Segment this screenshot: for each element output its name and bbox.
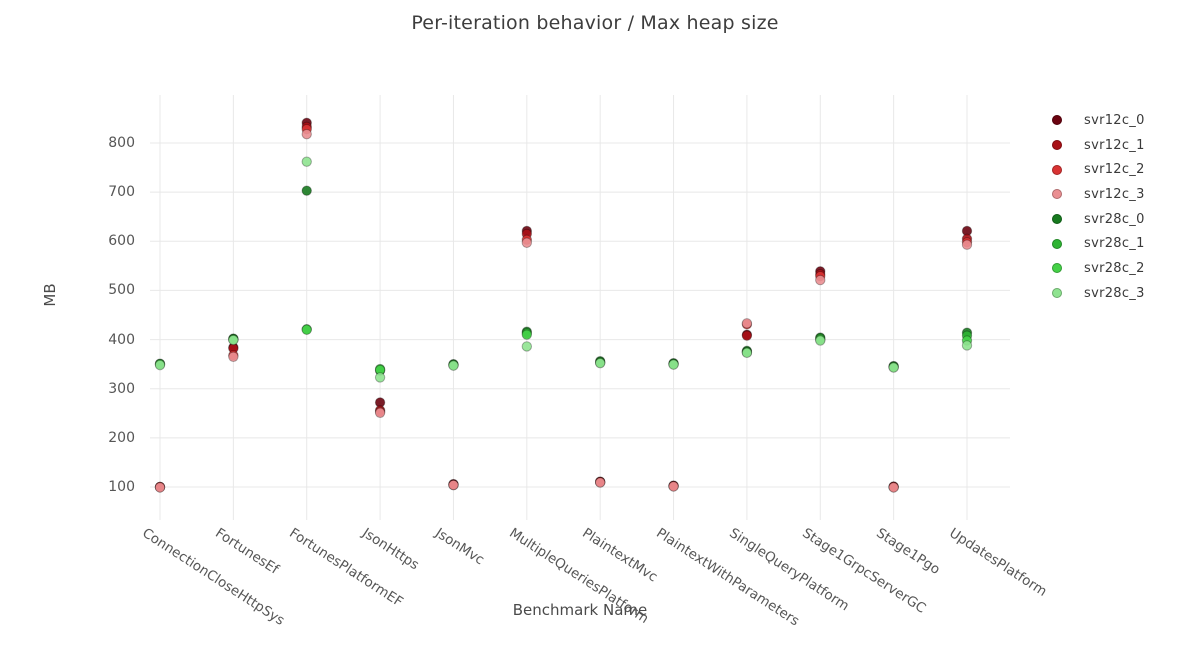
- data-point-svr12c_3: [448, 479, 459, 491]
- legend-label: svr12c_2: [1084, 162, 1145, 178]
- legend-swatch-icon: [1052, 189, 1062, 200]
- data-point-svr12c_3: [888, 482, 899, 493]
- legend-label: svr28c_1: [1084, 236, 1145, 252]
- data-point-svr28c_3: [154, 359, 166, 371]
- data-point-svr28c_3: [301, 156, 312, 167]
- data-point-svr28c_3: [888, 362, 899, 373]
- data-point-svr28c_3: [374, 372, 386, 383]
- data-point-svr28c_3: [961, 340, 973, 351]
- data-point-svr28c_3: [448, 360, 459, 371]
- legend-label: svr12c_0: [1084, 112, 1145, 128]
- x-axis-title: Benchmark Name: [512, 601, 648, 619]
- legend-swatch-icon: [1052, 164, 1062, 175]
- legend: svr12c_0 svr12c_1 svr12c_2 svr12c_3 svr28c_0…: [1052, 108, 1145, 306]
- legend-label: svr12c_3: [1084, 186, 1145, 202]
- data-point-svr12c_3: [668, 481, 679, 492]
- data-point-svr28c_3: [594, 357, 606, 369]
- legend-item-svr28c_2[interactable]: svr28c_2: [1052, 256, 1145, 281]
- y-tick-label: 300: [108, 380, 135, 397]
- legend-swatch-icon: [1052, 288, 1062, 299]
- data-point-svr28c_3: [521, 341, 533, 352]
- data-point-svr12c_3: [815, 274, 826, 286]
- data-point-svr12c_3: [594, 477, 606, 488]
- data-point-svr12c_3: [301, 128, 312, 140]
- chart-title: Per-iteration behavior / Max heap size: [411, 12, 779, 34]
- data-point-svr28c_3: [228, 334, 239, 346]
- legend-swatch-icon: [1052, 214, 1062, 225]
- data-point-svr12c_1: [741, 330, 753, 341]
- y-tick-label: 400: [108, 331, 135, 348]
- data-point-svr12c_3: [228, 351, 239, 362]
- legend-swatch-icon: [1052, 238, 1062, 249]
- data-point-svr28c_3: [741, 347, 753, 359]
- y-axis-title: MB: [41, 283, 59, 307]
- data-point-svr28c_0: [301, 185, 312, 196]
- data-point-svr12c_3: [374, 407, 386, 418]
- legend-swatch-icon: [1052, 115, 1062, 126]
- y-tick-label: 800: [108, 135, 135, 151]
- data-point-svr12c_3: [521, 237, 533, 248]
- legend-label: svr12c_1: [1084, 137, 1145, 153]
- y-tick-label: 200: [108, 429, 135, 446]
- legend-item-svr28c_1[interactable]: svr28c_1: [1052, 231, 1145, 256]
- legend-item-svr12c_3[interactable]: svr12c_3: [1052, 182, 1145, 207]
- legend-swatch-icon: [1052, 140, 1062, 151]
- legend-item-svr12c_0[interactable]: svr12c_0: [1052, 108, 1145, 133]
- data-point-svr28c_2: [301, 324, 312, 335]
- legend-label: svr28c_3: [1084, 285, 1145, 301]
- y-tick-label: 600: [108, 233, 135, 250]
- y-tick-label: 500: [108, 282, 135, 299]
- legend-item-svr12c_1[interactable]: svr12c_1: [1052, 133, 1145, 158]
- legend-label: svr28c_0: [1084, 211, 1145, 227]
- y-tick-label: 100: [108, 479, 135, 495]
- legend-item-svr28c_0[interactable]: svr28c_0: [1052, 207, 1145, 232]
- data-point-svr28c_3: [668, 359, 679, 370]
- legend-item-svr28c_3[interactable]: svr28c_3: [1052, 281, 1145, 306]
- data-point-svr12c_3: [154, 482, 166, 493]
- data-point-svr28c_3: [815, 335, 826, 346]
- legend-swatch-icon: [1052, 263, 1062, 274]
- legend-label: svr28c_2: [1084, 260, 1145, 276]
- y-tick-label: 700: [108, 184, 135, 201]
- legend-item-svr12c_2[interactable]: svr12c_2: [1052, 157, 1145, 182]
- data-point-svr12c_3: [741, 318, 753, 329]
- data-point-svr12c_3: [961, 239, 973, 250]
- data-point-svr28c_2: [521, 329, 533, 340]
